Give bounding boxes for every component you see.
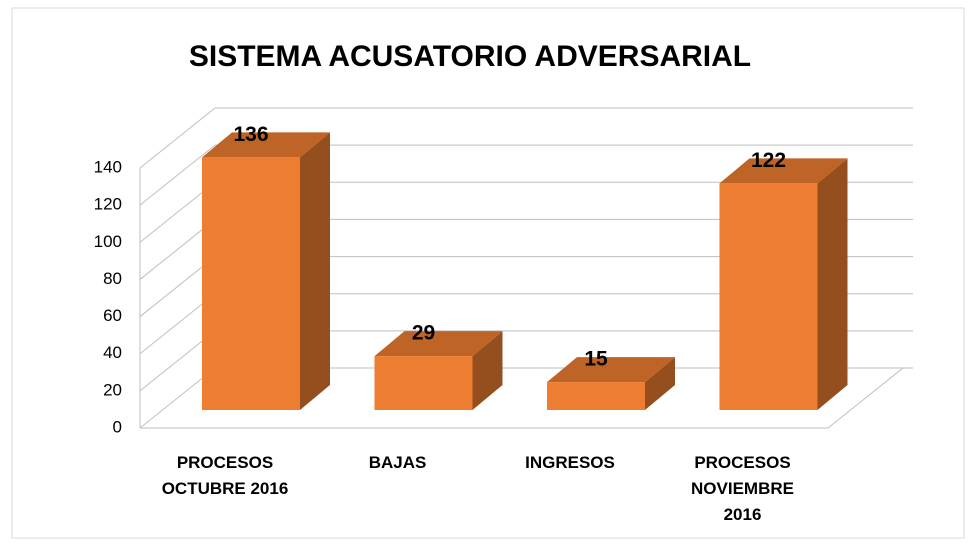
y-tick-label: 40 <box>103 343 122 362</box>
data-label: 122 <box>751 149 786 172</box>
data-label: 29 <box>412 322 435 345</box>
x-tick-label: INGRESOS <box>525 453 615 472</box>
y-tick-label: 140 <box>94 157 122 176</box>
bar-front <box>202 157 300 410</box>
floor <box>140 367 904 429</box>
bar-side <box>472 331 503 410</box>
bar-top <box>374 331 503 357</box>
bar-front <box>374 356 473 410</box>
bar <box>374 331 503 410</box>
x-tick-label: PROCESOS NOVIEMBRE 2016 <box>691 453 794 524</box>
bar-side <box>300 132 330 410</box>
y-tick-label: 80 <box>103 269 122 288</box>
grid-line <box>139 144 913 206</box>
x-tick-label: PROCESOS OCTUBRE 2016 <box>161 453 289 498</box>
y-tick-label: 0 <box>113 417 122 436</box>
y-tick-label: 60 <box>103 306 122 325</box>
bar-side <box>645 357 675 410</box>
bar <box>719 158 848 410</box>
chart-title: SISTEMA ACUSATORIO ADVERSARIAL <box>189 40 751 73</box>
bar <box>202 132 330 410</box>
y-tick-label: 100 <box>94 232 122 251</box>
bar-front <box>719 183 818 410</box>
data-label: 15 <box>584 348 608 371</box>
bar-top <box>719 158 848 184</box>
y-tick-label: 20 <box>103 380 122 399</box>
data-label: 136 <box>233 123 268 146</box>
bar-top <box>202 132 330 158</box>
bar <box>547 357 675 410</box>
bar-top <box>547 357 675 383</box>
x-tick-label: BAJAS <box>368 453 427 472</box>
grid-line <box>139 107 913 169</box>
bar-front <box>547 382 645 410</box>
y-tick-label: 120 <box>94 195 122 214</box>
bar-side <box>817 158 848 410</box>
